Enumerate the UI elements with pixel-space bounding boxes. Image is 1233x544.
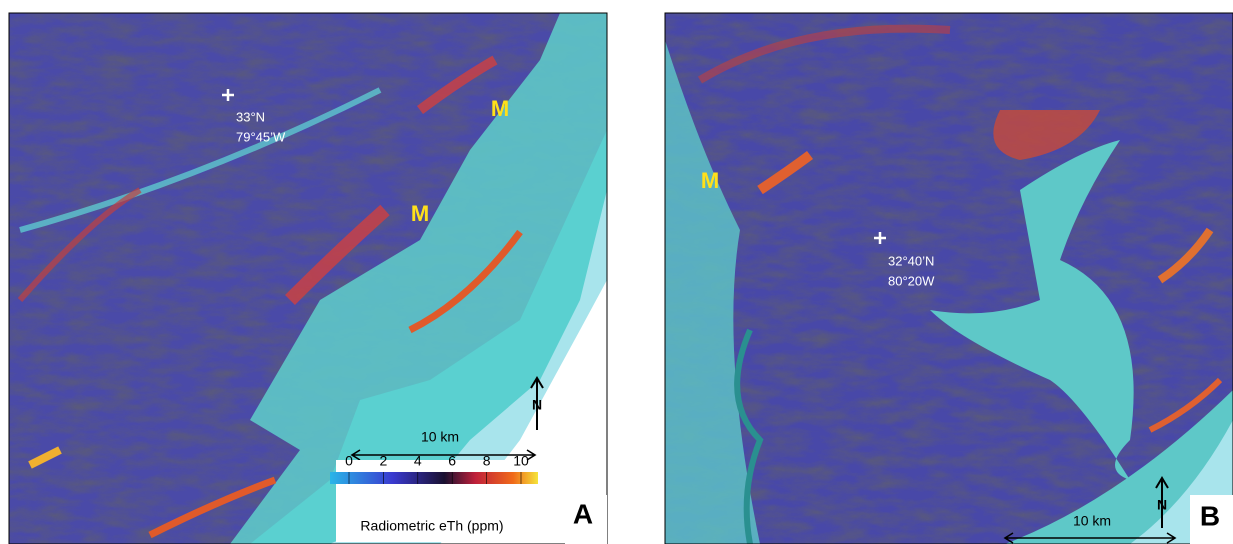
colorbar-tick-label: 0 (345, 453, 353, 469)
lat: 33°N (236, 109, 265, 124)
colorbar-tick-label: 10 (513, 453, 529, 469)
scale-label: 10 km (421, 429, 459, 445)
north-label: N (1157, 497, 1167, 513)
colorbar-tick-label: 2 (380, 453, 388, 469)
marker-m: M (411, 201, 429, 226)
lat: 32°40’N (888, 253, 934, 268)
north-arrow (1155, 476, 1169, 528)
frame-b (664, 12, 1233, 544)
colorbar-tick-label: 4 (414, 453, 422, 469)
colorbar-tick-label: 8 (483, 453, 491, 469)
lon: 79°45’W (236, 129, 286, 144)
colorbar (330, 472, 538, 484)
label-box (1190, 495, 1233, 544)
scale-bar (1003, 532, 1177, 544)
colorbar-tick-label: 6 (448, 453, 456, 469)
label-box (565, 495, 607, 544)
scale-bar (350, 449, 537, 461)
map-a (9, 13, 607, 544)
marker-m: M (491, 96, 509, 121)
colorbar-title: Radiometric eTh (ppm) (360, 518, 503, 534)
marker-m: M (701, 168, 719, 193)
frame-a (8, 12, 608, 544)
north-label: N (532, 397, 542, 413)
scale-label: 10 km (1073, 513, 1111, 529)
panel-label: B (1200, 500, 1220, 531)
lon: 80°20W (888, 273, 935, 288)
map-b (665, 13, 1233, 544)
panel-label: A (573, 498, 593, 529)
location-marker (222, 89, 234, 101)
location-marker (874, 232, 886, 244)
north-arrow (530, 376, 544, 430)
